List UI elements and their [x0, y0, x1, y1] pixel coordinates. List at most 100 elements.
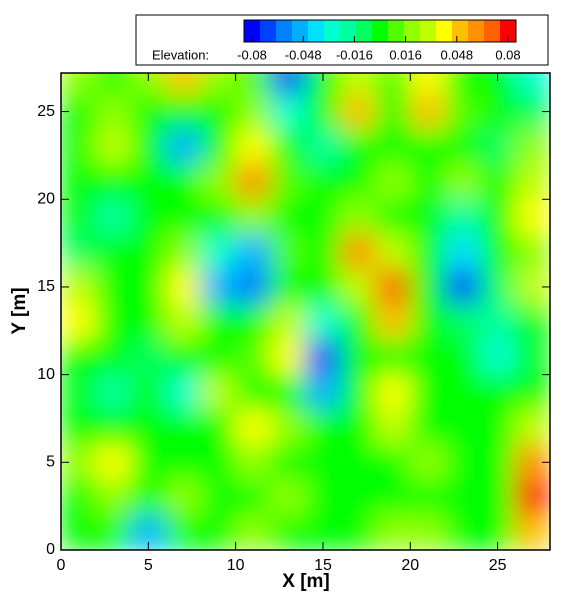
cell — [200, 234, 237, 270]
cell — [515, 479, 550, 516]
cell — [270, 339, 306, 376]
cell — [375, 199, 411, 235]
cell — [410, 234, 446, 270]
cell — [445, 444, 481, 481]
cell — [200, 164, 237, 200]
cell — [130, 444, 167, 481]
cell — [375, 444, 411, 481]
colorbar-swatch — [308, 20, 325, 42]
cell — [165, 199, 202, 235]
cell — [235, 129, 272, 165]
cell — [130, 269, 167, 305]
cell — [61, 164, 97, 200]
cell — [235, 514, 272, 550]
cell — [235, 444, 272, 481]
cell — [480, 129, 516, 165]
cell — [515, 129, 550, 165]
cell — [340, 479, 376, 516]
colorbar-swatch — [484, 20, 501, 42]
cell — [235, 374, 272, 411]
colorbar-swatch — [356, 20, 373, 42]
colorbar-swatch — [452, 20, 469, 42]
cell — [165, 339, 202, 376]
cell — [375, 409, 411, 446]
cell — [305, 164, 341, 200]
cell — [305, 94, 341, 130]
cell — [410, 339, 446, 376]
cell — [340, 409, 376, 446]
cell — [270, 514, 306, 550]
cell — [61, 339, 97, 376]
cell — [200, 199, 237, 235]
cell — [515, 199, 550, 235]
cell — [480, 164, 516, 200]
cell — [375, 269, 411, 305]
cell — [305, 73, 341, 95]
cell — [375, 164, 411, 200]
cell — [165, 304, 202, 341]
x-tick-label: 0 — [57, 557, 66, 574]
cell — [410, 269, 446, 305]
cell — [480, 479, 516, 516]
cell — [200, 409, 237, 446]
cell — [480, 94, 516, 130]
cell — [130, 304, 167, 341]
cell — [130, 339, 167, 376]
cell — [515, 374, 550, 411]
cell — [410, 304, 446, 341]
cell — [235, 164, 272, 200]
cell — [270, 164, 306, 200]
cell — [445, 129, 481, 165]
x-axis-title: X [m] — [282, 571, 330, 592]
plot-frame — [60, 72, 551, 551]
cell — [95, 479, 132, 516]
cell — [445, 339, 481, 376]
cell — [445, 269, 481, 305]
y-tick-label: 10 — [37, 366, 55, 383]
cell — [410, 73, 446, 95]
cell — [445, 73, 481, 95]
cell — [130, 409, 167, 446]
cell — [340, 304, 376, 341]
cell — [130, 479, 167, 516]
cell — [235, 269, 272, 305]
cell — [305, 409, 341, 446]
cell — [95, 444, 132, 481]
cell — [445, 409, 481, 446]
cell — [445, 304, 481, 341]
cell — [410, 479, 446, 516]
y-tick-label: 20 — [37, 190, 55, 207]
colorbar-tick-label: 0.048 — [441, 47, 474, 62]
cell — [200, 444, 237, 481]
cell — [165, 94, 202, 130]
cell — [375, 374, 411, 411]
cell — [165, 514, 202, 550]
cell — [305, 444, 341, 481]
cell — [95, 374, 132, 411]
cell — [270, 444, 306, 481]
cell — [515, 339, 550, 376]
cell — [235, 339, 272, 376]
cell — [480, 409, 516, 446]
cell — [445, 514, 481, 550]
cell — [515, 164, 550, 200]
cell — [95, 94, 132, 130]
cell — [61, 129, 97, 165]
cell — [340, 94, 376, 130]
cell — [340, 234, 376, 270]
cell — [480, 199, 516, 235]
cell — [200, 269, 237, 305]
cell — [515, 514, 550, 550]
cell — [235, 479, 272, 516]
cell — [61, 73, 97, 95]
cell — [480, 234, 516, 270]
cell — [95, 339, 132, 376]
cell — [270, 199, 306, 235]
colorbar-tick-label: 0.016 — [389, 47, 422, 62]
cell — [165, 269, 202, 305]
colorbar-swatch — [340, 20, 357, 42]
colorbar-outline — [243, 19, 517, 43]
cell — [95, 514, 132, 550]
cell — [270, 304, 306, 341]
colorbar-swatch — [276, 20, 293, 42]
